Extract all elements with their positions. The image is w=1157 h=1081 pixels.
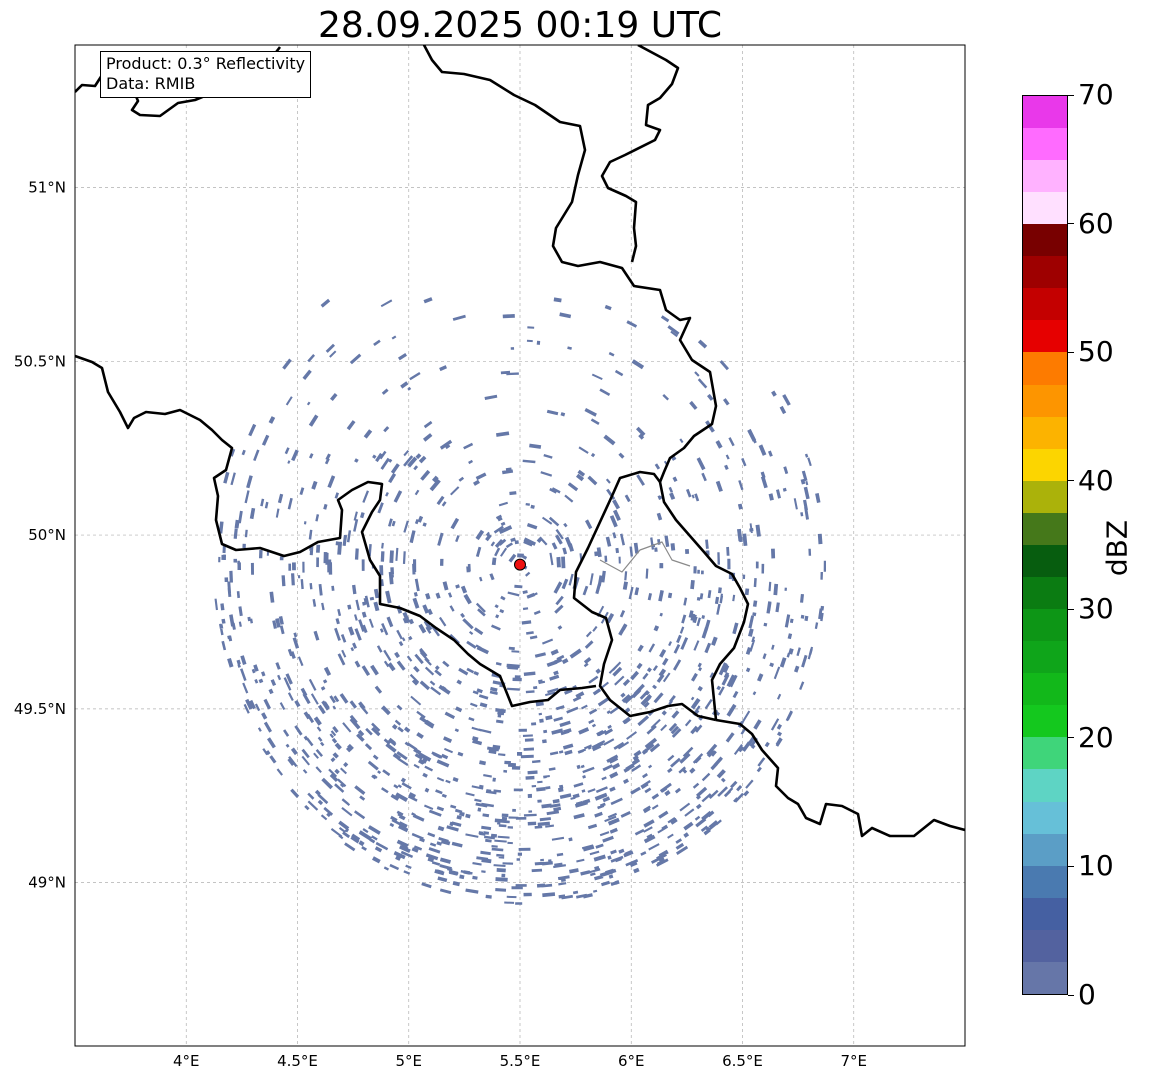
colorbar-tick (1068, 994, 1074, 996)
colorbar-segment (1023, 95, 1067, 128)
colorbar-tick-label: 30 (1078, 592, 1114, 626)
colorbar-segment (1023, 609, 1067, 642)
lat-tick-label: 49.5°N (14, 700, 66, 718)
colorbar (1022, 95, 1068, 995)
colorbar-segment (1023, 801, 1067, 834)
graticule (75, 45, 965, 1046)
map-frame (74, 44, 966, 1047)
colorbar-segment (1023, 192, 1067, 225)
colorbar-tick (1068, 480, 1074, 482)
lat-tick-label: 50.5°N (14, 352, 66, 370)
colorbar-segment (1023, 929, 1067, 962)
colorbar-tick-label: 40 (1078, 463, 1114, 497)
colorbar-tick-label: 70 (1078, 78, 1114, 111)
colorbar-segment (1023, 384, 1067, 417)
radar-site-marker (514, 558, 526, 571)
colorbar-tick-label: 20 (1078, 720, 1114, 754)
colorbar-segment (1023, 705, 1067, 738)
colorbar-segment (1023, 833, 1067, 866)
colorbar-segment (1023, 576, 1067, 610)
colorbar-segment (1023, 416, 1067, 449)
colorbar-tick (1068, 737, 1074, 739)
lat-tick-label: 49°N (28, 874, 66, 892)
product-info-box: Product: 0.3° Reflectivity Data: RMIB (100, 51, 312, 98)
river-hint (599, 541, 691, 573)
colorbar-tick-label: 60 (1078, 206, 1114, 240)
lon-tick-label: 6.5°E (722, 1052, 763, 1070)
map-title: 28.09.2025 00:19 UTC (317, 5, 723, 46)
lon-tick-label: 6°E (618, 1052, 645, 1070)
colorbar-tick-label: 10 (1078, 849, 1114, 883)
border-lu (572, 470, 717, 722)
colorbar-segment (1023, 127, 1067, 160)
axis-ticks: 4°E 4.5°E 5°E 5.5°E 6°E 6.5°E 7°E 49°N 49.5°N 50°… (14, 179, 867, 1070)
colorbar-title: dBZ (1100, 519, 1134, 577)
border-nl-de (600, 45, 680, 263)
border-lu-de (658, 481, 750, 721)
colorbar-segment (1023, 159, 1067, 193)
colorbar-segment (1023, 352, 1067, 385)
colorbar-segment (1023, 544, 1067, 577)
border-fr-de (715, 718, 965, 838)
border-be-fr (75, 354, 597, 708)
colorbar-segment (1023, 256, 1067, 289)
colorbar-segment (1023, 288, 1067, 321)
colorbar-segment (1023, 769, 1067, 802)
colorbar-tick-label: 50 (1078, 335, 1114, 369)
product-label: Product: 0.3° Reflectivity (106, 54, 306, 73)
border-nl-be-east (422, 45, 718, 483)
colorbar-segment (1023, 673, 1067, 706)
colorbar-segment (1023, 961, 1067, 994)
colorbar-tick (1068, 865, 1074, 867)
colorbar-segment (1023, 512, 1067, 545)
lon-tick-label: 4°E (173, 1052, 200, 1070)
colorbar-tick-label: 0 (1078, 978, 1096, 1011)
colorbar-segment (1023, 320, 1067, 353)
lon-tick-label: 4.5°E (277, 1052, 318, 1070)
lat-tick-label: 50°N (28, 526, 66, 544)
colorbar-tick (1068, 351, 1074, 353)
colorbar-tick (1068, 223, 1074, 225)
colorbar-segment (1023, 224, 1067, 257)
lon-tick-label: 5°E (395, 1052, 422, 1070)
colorbar-tick (1068, 608, 1074, 610)
colorbar-segment (1023, 897, 1067, 930)
colorbar-tick (1068, 94, 1074, 96)
colorbar-segment (1023, 737, 1067, 770)
colorbar-segment (1023, 448, 1067, 481)
colorbar-segment (1023, 865, 1067, 898)
lat-tick-label: 51°N (28, 179, 66, 197)
colorbar-segment (1023, 480, 1067, 513)
data-source-label: Data: RMIB (106, 74, 196, 93)
lon-tick-label: 7°E (840, 1052, 867, 1070)
lon-tick-label: 5.5°E (500, 1052, 541, 1070)
colorbar-segment (1023, 641, 1067, 674)
